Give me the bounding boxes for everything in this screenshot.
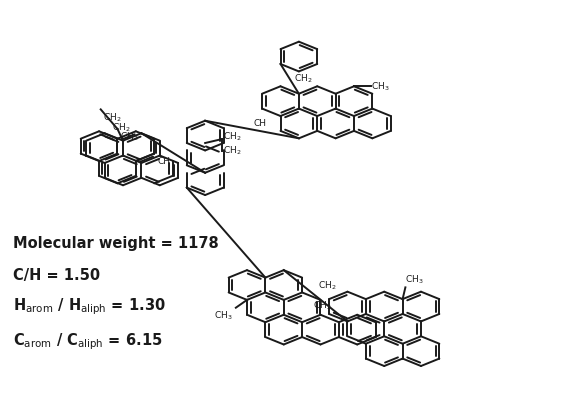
Text: CH$_2$: CH$_2$ — [223, 131, 242, 143]
Text: C/H = 1.50: C/H = 1.50 — [12, 268, 100, 283]
Text: CH: CH — [253, 119, 266, 128]
Text: CH$_2$: CH$_2$ — [103, 112, 122, 124]
Text: CH$_2$: CH$_2$ — [112, 121, 130, 134]
Text: CH$_3$: CH$_3$ — [371, 80, 389, 93]
Text: CH$_2$: CH$_2$ — [319, 279, 337, 292]
Text: CH$_3$: CH$_3$ — [214, 310, 233, 322]
Text: CH$_2$: CH$_2$ — [223, 145, 242, 157]
Text: C$_{\mathrm{arom}}$ / C$_{\mathrm{aliph}}$ = 6.15: C$_{\mathrm{arom}}$ / C$_{\mathrm{aliph}… — [12, 331, 162, 352]
Text: CH$_2$: CH$_2$ — [120, 131, 139, 143]
Text: Molecular weight = 1178: Molecular weight = 1178 — [12, 236, 218, 251]
Text: CH: CH — [158, 157, 171, 166]
Text: CH$_3$: CH$_3$ — [406, 274, 424, 286]
Text: CH$_2$: CH$_2$ — [294, 72, 312, 85]
Text: H$_{\mathrm{arom}}$ / H$_{\mathrm{aliph}}$ = 1.30: H$_{\mathrm{arom}}$ / H$_{\mathrm{aliph}… — [12, 296, 165, 317]
Text: CH$_2$: CH$_2$ — [313, 299, 332, 312]
